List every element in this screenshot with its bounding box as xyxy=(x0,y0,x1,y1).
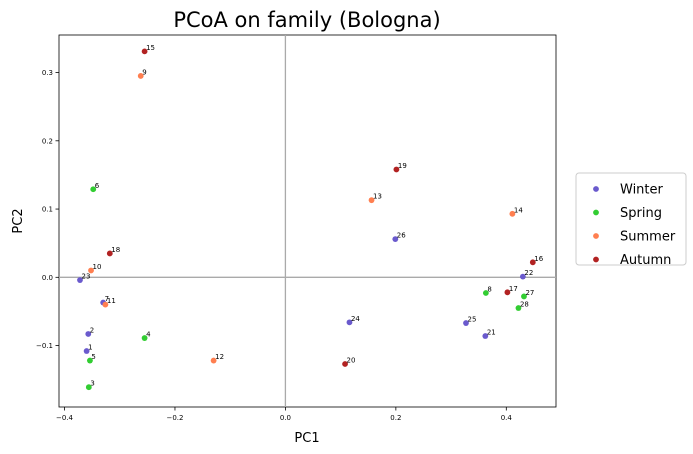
y-axis-ticks: −0.1 0.0 0.1 0.2 0.3 xyxy=(36,69,59,350)
point-label-6: 6 xyxy=(95,182,100,190)
autumn-point-18 xyxy=(106,250,113,257)
legend-label-autumn: Autumn xyxy=(620,253,671,268)
legend-marker-winter xyxy=(593,186,599,192)
autumn-point-16 xyxy=(529,259,536,266)
autumn-point-19 xyxy=(393,166,400,173)
winter-point-26 xyxy=(392,236,399,242)
plot-frame xyxy=(58,34,557,408)
winter-point-24 xyxy=(346,319,353,326)
point-label-7: 7 xyxy=(105,295,109,303)
spring-point-27 xyxy=(521,293,527,300)
x-axis-label: PC1 xyxy=(294,431,319,446)
autumn-point-17 xyxy=(504,289,511,296)
chart-title: PCoA on family (Bologna) xyxy=(173,8,440,32)
winter-point-21 xyxy=(482,333,489,339)
spring-point-28 xyxy=(515,305,522,311)
legend-label-spring: Spring xyxy=(620,206,662,221)
point-label-21: 21 xyxy=(487,329,496,337)
data-points xyxy=(77,48,536,391)
x-tick-label: −0.2 xyxy=(166,414,183,422)
summer-point-10 xyxy=(88,267,94,274)
legend-frame xyxy=(575,172,687,266)
spring-point-5 xyxy=(87,357,93,364)
point-label-8: 8 xyxy=(487,286,491,294)
spring-point-3 xyxy=(85,384,92,391)
point-label-22: 22 xyxy=(524,269,533,277)
plot-area: −0.4 −0.2 0.0 0.2 0.4 −0.10.00.10.20.3 12721… xyxy=(36,34,557,422)
autumn-point-20 xyxy=(342,361,348,367)
x-tick-label: 0.0 xyxy=(280,414,291,422)
point-label-19: 19 xyxy=(398,162,407,170)
winter-point-23 xyxy=(77,277,83,283)
legend-marker-summer xyxy=(593,233,599,239)
point-label-1: 1 xyxy=(88,344,92,352)
x-axis-ticks: −0.4 −0.2 0.0 0.2 0.4 xyxy=(56,407,512,422)
point-label-3: 3 xyxy=(90,380,94,388)
point-label-4: 4 xyxy=(146,331,151,339)
point-label-25: 25 xyxy=(467,316,476,324)
autumn-point-15 xyxy=(141,48,148,55)
legend: Winter Spring Summer Autumn xyxy=(575,172,687,268)
y-tick-label: 0.3 xyxy=(42,69,53,77)
winter-point-22 xyxy=(519,273,526,280)
point-label-28: 28 xyxy=(520,301,529,309)
point-label-27: 27 xyxy=(525,289,534,297)
point-label-15: 15 xyxy=(146,44,155,52)
legend-marker-autumn xyxy=(593,256,599,263)
y-tick-label: −0.1 xyxy=(36,342,53,350)
y-tick-label: 0.0 xyxy=(42,274,53,282)
point-label-13: 13 xyxy=(373,193,382,201)
y-axis-label: PC2 xyxy=(11,208,26,233)
legend-label-winter: Winter xyxy=(620,183,664,198)
x-tick-label: 0.4 xyxy=(501,414,513,422)
summer-point-11 xyxy=(102,301,109,308)
spring-point-8 xyxy=(482,290,489,296)
point-label-16: 16 xyxy=(534,255,543,263)
winter-point-2 xyxy=(85,331,92,337)
legend-label-summer: Summer xyxy=(620,230,676,245)
summer-point-14 xyxy=(509,210,516,217)
point-label-14: 14 xyxy=(514,206,523,214)
point-label-18: 18 xyxy=(111,246,120,254)
point-label-2: 2 xyxy=(90,326,94,334)
point-label-9: 9 xyxy=(142,68,146,76)
x-tick-label: 0.2 xyxy=(390,414,401,422)
summer-point-13 xyxy=(368,197,375,204)
spring-point-4 xyxy=(141,335,148,341)
legend-marker-spring xyxy=(593,209,599,216)
spring-point-6 xyxy=(90,186,97,193)
point-label-11: 11 xyxy=(107,297,116,305)
point-label-24: 24 xyxy=(351,315,360,323)
point-label-17: 17 xyxy=(509,285,518,293)
x-tick-label: −0.4 xyxy=(56,414,74,422)
y-tick-label: 0.1 xyxy=(42,206,53,214)
winter-point-25 xyxy=(463,320,469,326)
point-label-5: 5 xyxy=(91,353,95,361)
point-label-23: 23 xyxy=(81,273,90,281)
summer-point-9 xyxy=(137,73,144,79)
winter-point-1 xyxy=(83,348,90,354)
point-label-26: 26 xyxy=(397,232,406,240)
summer-point-12 xyxy=(210,357,217,364)
point-label-10: 10 xyxy=(93,263,102,271)
point-label-20: 20 xyxy=(347,356,356,364)
point-label-12: 12 xyxy=(215,353,224,361)
reference-lines xyxy=(59,35,556,407)
y-tick-label: 0.2 xyxy=(42,137,53,145)
